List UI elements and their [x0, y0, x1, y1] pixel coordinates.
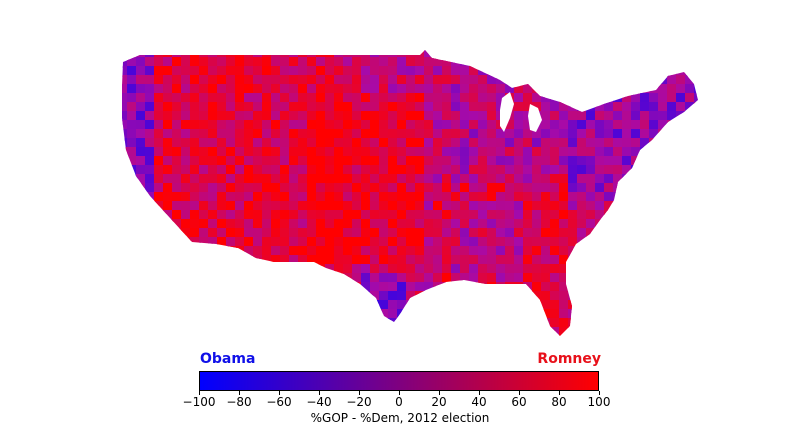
- colorbar-tick-label: 20: [431, 395, 447, 409]
- colorbar-tick: [399, 391, 400, 395]
- colorbar-tick-label: −80: [226, 395, 252, 409]
- colorbar-tick: [479, 391, 480, 395]
- county-cells: [122, 50, 698, 336]
- obama-label: Obama: [200, 351, 256, 367]
- colorbar-tick: [519, 391, 520, 395]
- colorbar-tick-label: −40: [306, 395, 332, 409]
- colorbar-tick: [439, 391, 440, 395]
- colorbar-tick-label: 80: [551, 395, 567, 409]
- map-svg: [122, 50, 698, 336]
- colorbar-tick: [359, 391, 360, 395]
- colorbar-tick-label: −100: [182, 395, 216, 409]
- colorbar-tick-label: 40: [471, 395, 487, 409]
- colorbar-caption: %GOP - %Dem, 2012 election: [310, 411, 490, 425]
- colorbar-tick: [199, 391, 200, 395]
- colorbar-tick-label: −60: [266, 395, 292, 409]
- colorbar-tick-label: −20: [346, 395, 372, 409]
- colorbar: [199, 371, 599, 391]
- colorbar-ticks: −100 −80 −60 −40 −20 0 20 40 60 80 100: [0, 391, 800, 411]
- us-county-map: [122, 50, 698, 336]
- colorbar-tick: [319, 391, 320, 395]
- colorbar-tick-label: 0: [395, 395, 403, 409]
- colorbar-tick: [279, 391, 280, 395]
- colorbar-tick: [599, 391, 600, 395]
- colorbar-tick-label: 60: [511, 395, 527, 409]
- colorbar-tick-label: 100: [587, 395, 611, 409]
- romney-label: Romney: [537, 351, 601, 367]
- great-lakes: [500, 92, 542, 132]
- colorbar-tick: [239, 391, 240, 395]
- colorbar-tick: [559, 391, 560, 395]
